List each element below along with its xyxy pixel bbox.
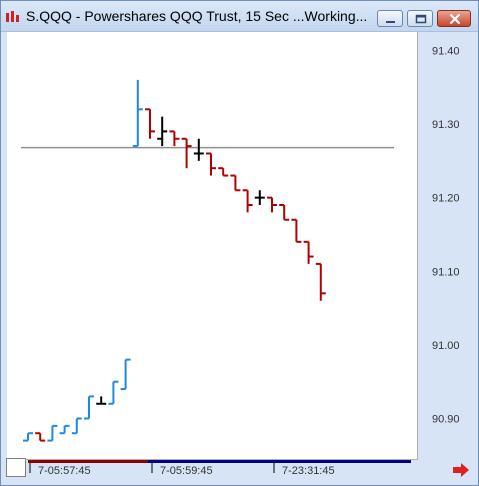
x-tick-label: 7-05:59:45 [160,465,213,477]
price-bar [206,152,216,176]
y-tick-label: 91.20 [432,193,460,205]
minimize-icon [386,21,395,23]
y-tick-label: 90.90 [432,414,460,426]
price-bar [84,395,94,420]
price-bar [181,137,192,169]
price-bar [108,380,119,405]
price-bar [303,240,314,264]
price-bar [267,196,277,213]
window-title: S.QQQ - Powershares QQQ Trust, 15 Sec ..… [26,8,368,24]
x-tick-label: 7-05:57:45 [38,465,91,477]
price-bar [193,138,204,161]
y-tick-label: 91.00 [432,340,460,352]
maximize-button[interactable] [407,10,433,27]
chart-app-icon[interactable] [6,11,20,23]
close-icon [449,13,461,25]
price-bar [291,218,302,243]
price-bar [35,432,46,442]
price-bar [157,116,168,147]
price-bar [218,167,229,177]
title-bar[interactable]: S.QQQ - Powershares QQQ Trust, 15 Sec ..… [1,1,478,32]
minimize-button[interactable] [377,10,403,27]
price-bar [169,130,180,147]
price-bar [59,424,70,435]
price-bar [132,79,143,148]
price-bar [145,108,155,139]
price-bar [254,190,265,206]
red-right-arrow-icon[interactable] [453,463,469,477]
time-strip-left [28,460,148,463]
price-bar [47,424,58,442]
plot-area[interactable] [7,32,418,460]
price-bar [96,396,107,405]
price-bar [120,358,131,391]
x-tick-label: 7-23:31:45 [282,465,335,477]
price-bar [315,262,326,301]
corner-box[interactable] [6,458,26,477]
time-strip-right [148,460,411,463]
price-bar [23,432,33,442]
y-tick-label: 91.40 [432,45,460,57]
price-bar [242,189,253,213]
y-tick-label: 91.30 [432,119,460,131]
price-bar [71,417,82,435]
price-bar [279,204,290,221]
close-button[interactable] [437,10,471,27]
maximize-icon [415,14,427,24]
price-bar [230,174,241,192]
y-tick-label: 91.10 [432,266,460,278]
